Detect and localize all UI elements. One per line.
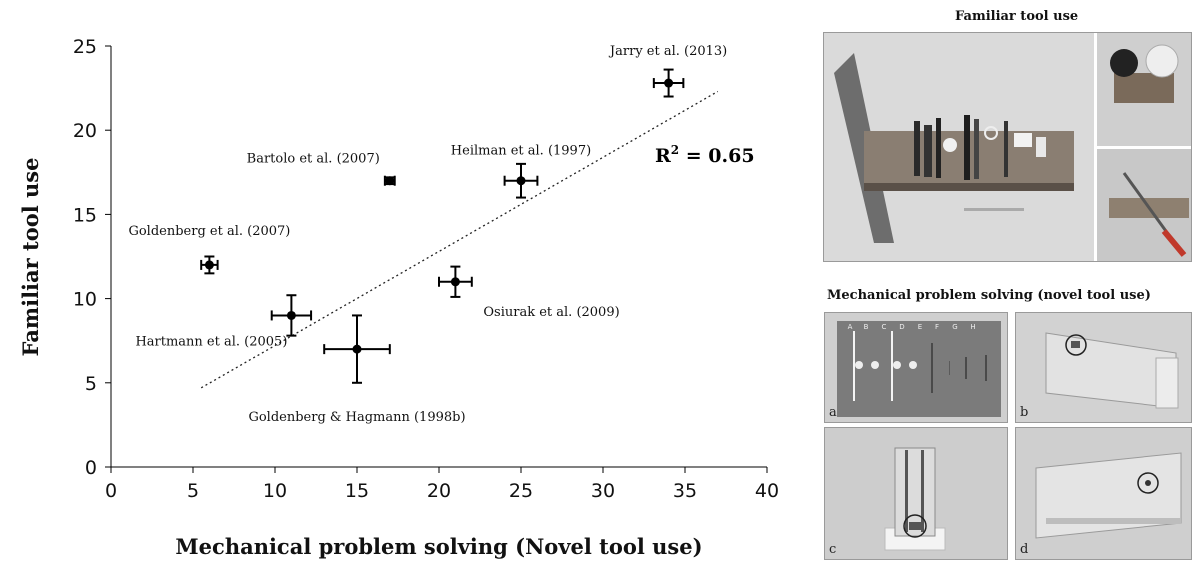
point-marker (516, 176, 526, 186)
x-tick-label: 0 (105, 480, 117, 502)
familiar-tools-illustration (824, 33, 1191, 261)
board-letter: E (918, 323, 922, 331)
point-label: Osiurak et al. (2009) (483, 305, 619, 320)
point-label: Jarry et al. (2013) (608, 44, 727, 59)
point-marker (385, 176, 395, 186)
data-point (652, 68, 685, 98)
trendline-group (200, 90, 719, 389)
y-tick-label: 10 (73, 289, 97, 311)
y-tick-label: 15 (73, 204, 97, 226)
photo-c: c (824, 427, 1008, 560)
scatter-chart: 0 5 10 15 20 25 30 35 40 0 5 10 15 20 25 Jarry et al. … (18, 36, 779, 559)
photo-d: d (1015, 427, 1192, 560)
point-marker (664, 78, 674, 88)
horizontal-tube-illustration (1035, 452, 1182, 539)
x-tick-label: 35 (673, 480, 697, 502)
x-tick-label: 25 (509, 480, 533, 502)
board-letter: G (952, 323, 957, 331)
mechanical-problem-solving-title: Mechanical problem solving (novel tool u… (827, 288, 1151, 303)
photo-a: A B C D E F G H a (824, 312, 1008, 423)
photo-label-c: c (829, 542, 837, 557)
r-squared-annotation: R2 = 0.65 (655, 143, 755, 167)
board-letter: A (848, 323, 853, 331)
point-label: Goldenberg et al. (2007) (128, 224, 290, 239)
x-tick-label: 10 (263, 480, 287, 502)
x-tick-label: 15 (345, 480, 369, 502)
point-label: Goldenberg & Hagmann (1998b) (248, 410, 465, 425)
y-axis-label: Familiar tool use (18, 158, 43, 357)
board-letter: F (935, 323, 939, 331)
familiar-tool-use-title: Familiar tool use (955, 9, 1079, 24)
point-label: Hartmann et al. (2005) (135, 334, 287, 349)
data-point (503, 162, 539, 199)
photo-label-b: b (1020, 405, 1029, 420)
point-marker (204, 260, 214, 270)
trendline (200, 90, 719, 389)
point-marker (450, 277, 460, 287)
point-label: Heilman et al. (1997) (451, 144, 591, 159)
x-tick-label: 20 (427, 480, 451, 502)
y-tick-label: 5 (85, 373, 97, 395)
data-point (323, 314, 391, 384)
board-letter: H (970, 323, 975, 331)
y-tick-label: 20 (73, 120, 97, 142)
point-marker (352, 344, 362, 354)
point-label: Bartolo et al. (2007) (247, 152, 380, 167)
chart-axes: 0 5 10 15 20 25 30 35 40 0 5 10 15 20 25 (73, 36, 779, 502)
board-letter: C (882, 323, 887, 331)
data-point (438, 265, 473, 298)
board-letter: D (899, 323, 904, 331)
y-tick-label: 25 (73, 36, 97, 58)
photo-label-d: d (1020, 542, 1029, 557)
point-labels-group: Jarry et al. (2013) Heilman et al. (1997)… (128, 44, 727, 425)
data-point (383, 175, 396, 186)
data-points-group (200, 68, 685, 384)
vertical-tube-illustration (884, 447, 946, 551)
photo-label-a: a (829, 405, 837, 420)
x-axis-label: Mechanical problem solving (Novel tool u… (175, 534, 702, 559)
point-marker (286, 310, 296, 320)
x-tick-label: 40 (755, 480, 779, 502)
transparent-box-illustration (1045, 332, 1179, 409)
data-point (270, 294, 313, 337)
x-tick-label: 30 (591, 480, 615, 502)
board-illustration: A B C D E F G H (837, 321, 1001, 417)
y-tick-label: 0 (85, 457, 97, 479)
board-letter: B (864, 323, 869, 331)
familiar-tools-photo (823, 32, 1192, 262)
x-tick-label: 5 (187, 480, 199, 502)
data-point (200, 255, 219, 275)
photo-b: b (1015, 312, 1192, 423)
